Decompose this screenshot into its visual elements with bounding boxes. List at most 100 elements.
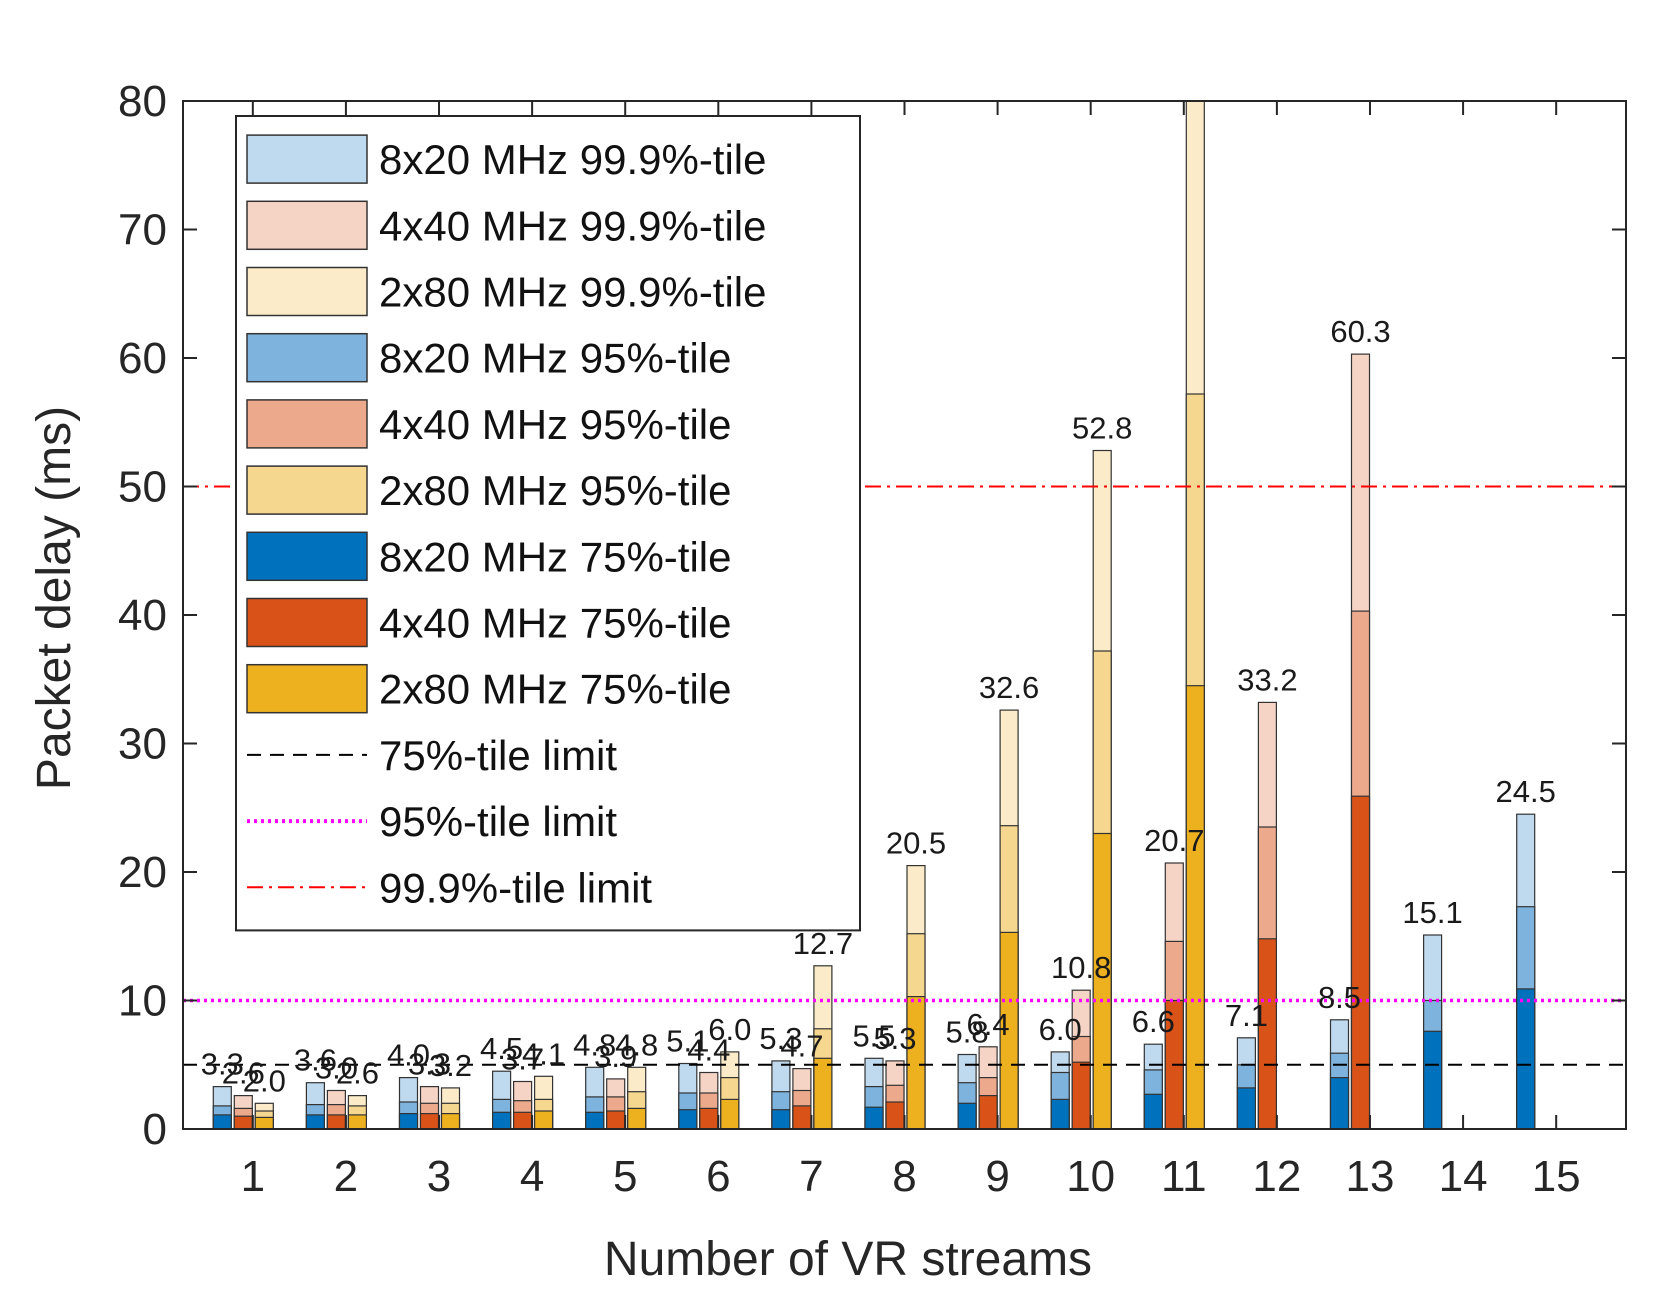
data-label: 5.3 <box>759 1021 802 1056</box>
data-label: 4.5 <box>480 1031 523 1066</box>
bar-2x80-mhz-p75-stream-8 <box>906 995 926 1130</box>
legend-swatch <box>246 399 368 449</box>
data-label: 4.7 <box>780 1029 823 1064</box>
bar-4x40-mhz-p75-stream-9 <box>978 1094 998 1130</box>
data-label: 5.8 <box>946 1015 989 1050</box>
legend-label: 4x40 MHz 99.9%-tile <box>379 202 767 249</box>
data-label: 6.4 <box>967 1007 1010 1042</box>
legend-swatch <box>246 134 368 184</box>
data-label: 5.3 <box>873 1021 916 1056</box>
x-tick-label: 2 <box>334 1152 358 1201</box>
data-label: 3.6 <box>294 1043 337 1078</box>
x-tick-label: 3 <box>427 1152 451 1201</box>
data-label: 12.7 <box>793 926 853 961</box>
bar-8x20-mhz-p75-stream-9 <box>957 1102 977 1130</box>
legend-label: 2x80 MHz 95%-tile <box>379 467 731 514</box>
data-label: 24.5 <box>1496 774 1556 809</box>
legend-label: 75%-tile limit <box>379 732 617 779</box>
y-axis-title: Packet delay (ms) <box>28 406 81 790</box>
data-label: 20.7 <box>1144 823 1204 858</box>
bar-8x20-mhz-p75-stream-2 <box>305 1114 325 1130</box>
legend-label: 8x20 MHz 75%-tile <box>379 533 731 580</box>
y-tick-label: 60 <box>118 334 167 383</box>
data-label: 6.0 <box>1039 1012 1082 1047</box>
bar-8x20-mhz-p75-stream-12 <box>1236 1087 1257 1130</box>
bar-2x80-mhz-p75-stream-7 <box>813 1057 833 1130</box>
bar-4x40-mhz-p75-stream-13 <box>1350 795 1371 1130</box>
legend-box <box>235 115 861 932</box>
data-label: 33.2 <box>1237 662 1297 697</box>
y-tick-label: 20 <box>118 848 167 897</box>
legend-label: 4x40 MHz 75%-tile <box>379 600 731 647</box>
legend-label: 99.9%-tile limit <box>379 864 652 911</box>
data-label: 2.6 <box>336 1056 379 1091</box>
data-label: 7.1 <box>1225 998 1268 1033</box>
legend-swatch <box>246 332 368 383</box>
data-label: 3.9 <box>594 1039 637 1074</box>
data-label: 4.1 <box>522 1036 565 1071</box>
data-label: 32.6 <box>979 670 1039 705</box>
x-tick-label: 13 <box>1346 1152 1395 1201</box>
data-label: 5.1 <box>666 1024 709 1059</box>
x-tick-label: 11 <box>1161 1152 1207 1201</box>
data-label: 20.5 <box>886 826 946 861</box>
bar-4x40-mhz-p75-stream-4 <box>512 1111 533 1130</box>
data-label: 60.3 <box>1330 314 1390 349</box>
legend: 8x20 MHz 99.9%-tile 4x40 MHz 99.9%-tile 2x… <box>235 115 861 932</box>
bar-2x80-mhz-p75-stream-1 <box>254 1116 274 1130</box>
y-tick-label: 30 <box>118 720 167 769</box>
legend-swatch <box>246 663 368 714</box>
bar-4x40-mhz-p75-stream-12 <box>1257 938 1278 1130</box>
y-tick-label: 10 <box>118 977 167 1026</box>
data-label: 5.5 <box>852 1018 895 1053</box>
data-label: 4.8 <box>573 1027 616 1062</box>
x-tick-label: 4 <box>520 1152 544 1201</box>
bar-8x20-mhz-p75-stream-13 <box>1329 1076 1350 1130</box>
legend-swatch <box>246 531 368 582</box>
data-label: 52.8 <box>1072 411 1132 446</box>
data-label: 4.8 <box>615 1027 658 1062</box>
data-label: 10.8 <box>1051 950 1111 985</box>
data-label: 3.2 <box>429 1048 472 1083</box>
bar-8x20-mhz-p75-stream-8 <box>864 1106 884 1130</box>
bar-4x40-mhz-p75-stream-1 <box>233 1115 253 1130</box>
y-tick-label: 80 <box>118 77 167 126</box>
bar-4x40-mhz-p75-stream-7 <box>792 1105 812 1130</box>
bar-4x40-mhz-p75-stream-10 <box>1071 1061 1091 1130</box>
legend-swatch <box>246 465 368 515</box>
legend-swatch <box>246 266 368 317</box>
x-tick-label: 14 <box>1439 1152 1488 1201</box>
data-label: 3.7 <box>501 1042 544 1077</box>
y-tick-label: 0 <box>143 1105 167 1154</box>
legend-label: 4x40 MHz 95%-tile <box>379 401 731 448</box>
bar-4x40-mhz-p75-stream-5 <box>606 1110 626 1130</box>
data-label: 3.3 <box>201 1047 244 1082</box>
x-tick-label: 9 <box>985 1152 1009 1201</box>
data-label: 4.0 <box>387 1038 430 1073</box>
data-label: 3.3 <box>408 1047 451 1082</box>
x-tick-label: 1 <box>241 1152 265 1201</box>
x-tick-label: 10 <box>1066 1152 1115 1201</box>
x-tick-label: 15 <box>1532 1152 1581 1201</box>
bar-4x40-mhz-p75-stream-3 <box>419 1112 440 1130</box>
bar-2x80-mhz-p75-stream-11 <box>1185 685 1205 1130</box>
legend-label: 2x80 MHz 99.9%-tile <box>379 269 767 316</box>
bar-8x20-mhz-p75-stream-4 <box>492 1111 512 1130</box>
legend-label: 2x80 MHz 75%-tile <box>379 666 731 713</box>
x-axis-title: Number of VR streams <box>604 1233 1092 1286</box>
legend-label: 95%-tile limit <box>379 798 617 845</box>
data-label: 2.0 <box>243 1063 286 1098</box>
legend-swatch <box>246 597 368 648</box>
bar-2x80-mhz-p75-stream-2 <box>347 1114 367 1130</box>
bar-4x40-mhz-p75-stream-8 <box>885 1101 905 1130</box>
bar-8x20-mhz-p75-stream-3 <box>398 1112 419 1130</box>
legend-label: 8x20 MHz 99.9%-tile <box>379 136 767 183</box>
data-labels-layer: 3.32.62.03.63.02.64.03.33.2 4.53.74.1 4.83… <box>201 314 1556 1098</box>
bar-8x20-mhz-p75-stream-6 <box>678 1109 698 1130</box>
bar-8x20-mhz-p75-stream-14 <box>1422 1030 1443 1130</box>
bar-4x40-mhz-p75-stream-2 <box>326 1114 346 1130</box>
x-tick-label: 5 <box>613 1152 637 1201</box>
data-label: 8.5 <box>1318 980 1361 1015</box>
